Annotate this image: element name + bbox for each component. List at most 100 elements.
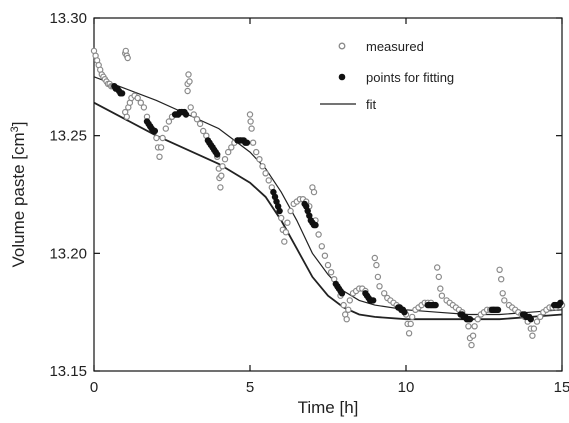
fitting-point (432, 301, 439, 309)
legend: measured points for fitting fit (320, 39, 454, 112)
measured-point (474, 316, 481, 323)
fitting-point (214, 151, 221, 158)
y-tick-label: 13.25 (49, 128, 87, 145)
fit-lines (93, 76, 563, 321)
measured-point (196, 120, 204, 128)
x-tick-label: 5 (246, 379, 254, 396)
measured-point (318, 243, 325, 250)
measured-point (287, 207, 294, 215)
measured-point (153, 134, 160, 142)
measured-point (468, 341, 475, 349)
measured-point (282, 228, 290, 236)
measured-point (140, 104, 148, 111)
measured-point (324, 261, 332, 269)
measured-point (159, 134, 166, 142)
measured-point (134, 94, 141, 102)
measured-point (124, 54, 131, 62)
measured-point (284, 219, 291, 226)
measured-point (327, 269, 335, 276)
measured-point (247, 118, 254, 125)
measured-point (533, 318, 541, 325)
measured-point (438, 292, 446, 299)
measured-point (310, 188, 318, 196)
measured-point (185, 71, 192, 78)
measured-point (537, 313, 544, 321)
legend-measured-label: measured (366, 39, 424, 54)
measured-point (499, 290, 506, 297)
measured-point (496, 266, 503, 273)
measured-point (157, 144, 165, 151)
fitting-point (401, 309, 408, 316)
x-tick-label: 15 (554, 379, 569, 396)
measured-point (465, 323, 472, 330)
fitting-point (370, 297, 377, 304)
measured-point (373, 261, 380, 269)
measured-point (156, 153, 163, 160)
x-tick-label: 0 (90, 379, 98, 396)
x-tick-label: 10 (398, 379, 415, 396)
measured-point (165, 118, 173, 125)
fitting-point (494, 306, 502, 313)
measured-point (346, 297, 353, 304)
measured-point (407, 320, 414, 328)
fitting-point (338, 290, 346, 297)
measured-point (265, 177, 272, 184)
x-axis-title: Time [h] (298, 398, 359, 417)
y-axis-title: Volume paste [cm3] (9, 122, 28, 268)
measured-point (184, 87, 191, 95)
legend-measured-marker (338, 42, 346, 50)
measured-point (248, 125, 255, 132)
measured-point (321, 252, 329, 259)
plot-area (90, 17, 566, 372)
measured-point (409, 313, 416, 321)
measured-point (137, 99, 144, 106)
y-axis-title-superscript: 3 (9, 126, 21, 132)
legend-fitting-marker (338, 73, 346, 81)
measured-point (224, 148, 232, 156)
fitting-point (466, 316, 474, 323)
measured-point (221, 155, 229, 163)
measured-point (315, 231, 322, 238)
measured-point (186, 78, 193, 85)
fit-curve (93, 76, 563, 316)
measured-point (345, 306, 352, 313)
y-axis-title-main: Volume paste [cm (9, 132, 28, 267)
measured-point (278, 214, 285, 222)
measured-point (340, 301, 347, 309)
measured-point (228, 144, 235, 151)
measured-point (529, 332, 536, 339)
measured-point (434, 264, 441, 271)
x-axis: 0 5 10 15 (90, 18, 569, 396)
measured-point (246, 111, 254, 118)
measured-point (281, 238, 288, 245)
measured-point (471, 323, 478, 330)
measured-point (162, 125, 169, 132)
legend-fit-label: fit (366, 97, 377, 112)
measured-point (187, 104, 194, 111)
measured-point (435, 273, 442, 281)
measured-point (469, 332, 477, 339)
measured-point (501, 297, 508, 304)
measured-point (249, 139, 257, 146)
fitting-point (312, 221, 319, 229)
measured-point (376, 283, 383, 290)
measured-point (193, 115, 201, 123)
fitting-point (151, 127, 158, 135)
measured-point (218, 172, 225, 179)
measured-point (498, 276, 505, 283)
plot-frame (93, 17, 563, 372)
measured-point (199, 127, 207, 135)
measured-point (190, 111, 197, 118)
fitting-point (243, 139, 251, 146)
y-axis-title-end: ] (9, 122, 28, 127)
measured-point (262, 170, 269, 177)
measured-points (90, 47, 566, 349)
measured-point (381, 290, 388, 297)
legend-fitting-label: points for fitting (366, 70, 454, 85)
measured-point (123, 113, 131, 121)
y-tick-label: 13.15 (49, 363, 87, 380)
measured-point (405, 330, 413, 337)
y-axis: 13.15 13.20 13.25 13.30 (49, 10, 562, 380)
measured-point (343, 316, 350, 323)
